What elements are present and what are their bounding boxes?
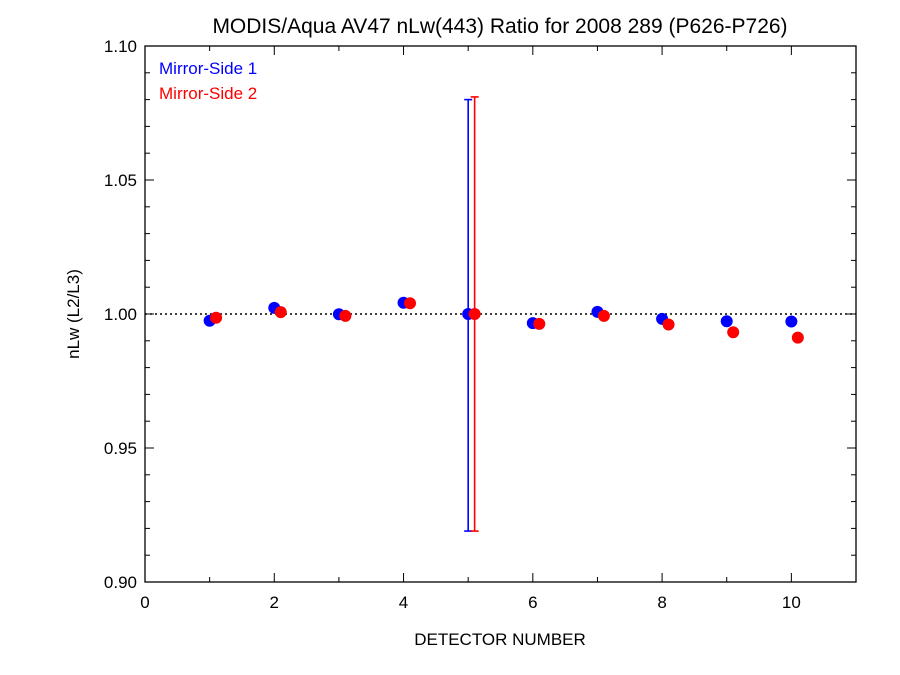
- point-series-2: [468, 308, 481, 320]
- x-tick-label: 0: [140, 593, 149, 612]
- x-tick-label: 2: [270, 593, 279, 612]
- legend-entry-1: Mirror-Side 1: [159, 59, 257, 78]
- point-series-2: [727, 326, 740, 339]
- y-axis-label: nLw (L2/L3): [64, 269, 83, 359]
- y-tick-label: 1.05: [104, 171, 137, 190]
- y-tick-label: 1.00: [104, 305, 137, 324]
- legend-entry-2: Mirror-Side 2: [159, 84, 257, 103]
- point-series-2: [597, 309, 610, 322]
- tick-labels: 0 2 4 6 8 10 0.90 0.95 1.00 1.05 1.10: [104, 37, 801, 612]
- chart-title: MODIS/Aqua AV47 nLw(443) Ratio for 2008 …: [212, 15, 787, 38]
- point-series-2: [210, 311, 223, 324]
- x-axis-label: DETECTOR NUMBER: [414, 630, 586, 649]
- point-series-2: [791, 331, 804, 344]
- y-tick-label: 1.10: [104, 37, 137, 56]
- point-series-1: [720, 315, 733, 328]
- point-series-2: [339, 309, 352, 322]
- y-tick-label: 0.95: [104, 439, 137, 458]
- x-tick-label: 6: [528, 593, 537, 612]
- y-tick-label: 0.90: [104, 573, 137, 592]
- point-series-2: [533, 317, 546, 330]
- point-series-2: [404, 297, 417, 310]
- point-series-2: [274, 306, 287, 319]
- point-series-1: [785, 315, 798, 328]
- legend: Mirror-Side 1 Mirror-Side 2: [159, 59, 257, 103]
- x-tick-label: 8: [657, 593, 666, 612]
- x-tick-label: 4: [399, 593, 408, 612]
- data-points: [203, 296, 804, 344]
- point-series-2: [662, 318, 675, 331]
- x-tick-label: 10: [782, 593, 801, 612]
- axis-ticks: [144, 45, 857, 583]
